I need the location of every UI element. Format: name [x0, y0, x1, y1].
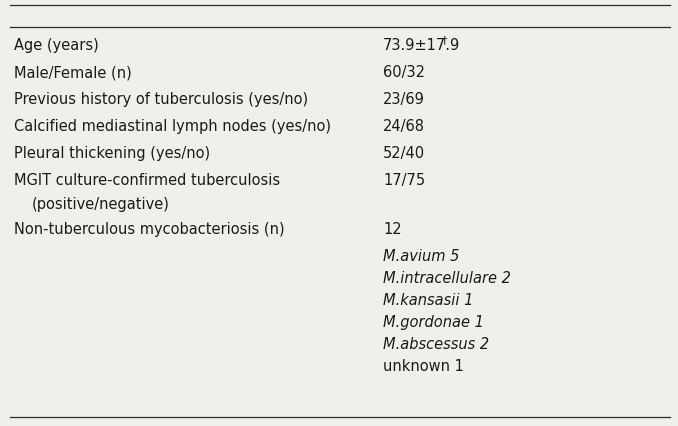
Text: 24/68: 24/68: [383, 119, 425, 134]
Text: M.gordonae 1: M.gordonae 1: [383, 314, 484, 329]
Text: MGIT culture-confirmed tuberculosis: MGIT culture-confirmed tuberculosis: [14, 173, 280, 187]
Text: Non-tuberculous mycobacteriosis (n): Non-tuberculous mycobacteriosis (n): [14, 222, 285, 236]
Text: 12: 12: [383, 222, 401, 236]
Text: Previous history of tuberculosis (yes/no): Previous history of tuberculosis (yes/no…: [14, 92, 308, 107]
Text: 52/40: 52/40: [383, 146, 425, 161]
Text: †: †: [441, 35, 447, 45]
Text: M.abscessus 2: M.abscessus 2: [383, 336, 490, 351]
Text: 73.9±17.9: 73.9±17.9: [383, 38, 460, 53]
Text: M.kansasii 1: M.kansasii 1: [383, 292, 473, 307]
Text: unknown 1: unknown 1: [383, 358, 464, 373]
Text: 60/32: 60/32: [383, 65, 425, 80]
Text: Calcified mediastinal lymph nodes (yes/no): Calcified mediastinal lymph nodes (yes/n…: [14, 119, 331, 134]
Text: M.avium 5: M.avium 5: [383, 248, 460, 263]
Text: Age (years): Age (years): [14, 38, 99, 53]
Text: Pleural thickening (yes/no): Pleural thickening (yes/no): [14, 146, 210, 161]
Text: 17/75: 17/75: [383, 173, 425, 187]
Text: (positive/negative): (positive/negative): [32, 197, 170, 212]
Text: M.intracellulare 2: M.intracellulare 2: [383, 271, 511, 285]
Text: 23/69: 23/69: [383, 92, 425, 107]
Text: Male/Female (n): Male/Female (n): [14, 65, 132, 80]
